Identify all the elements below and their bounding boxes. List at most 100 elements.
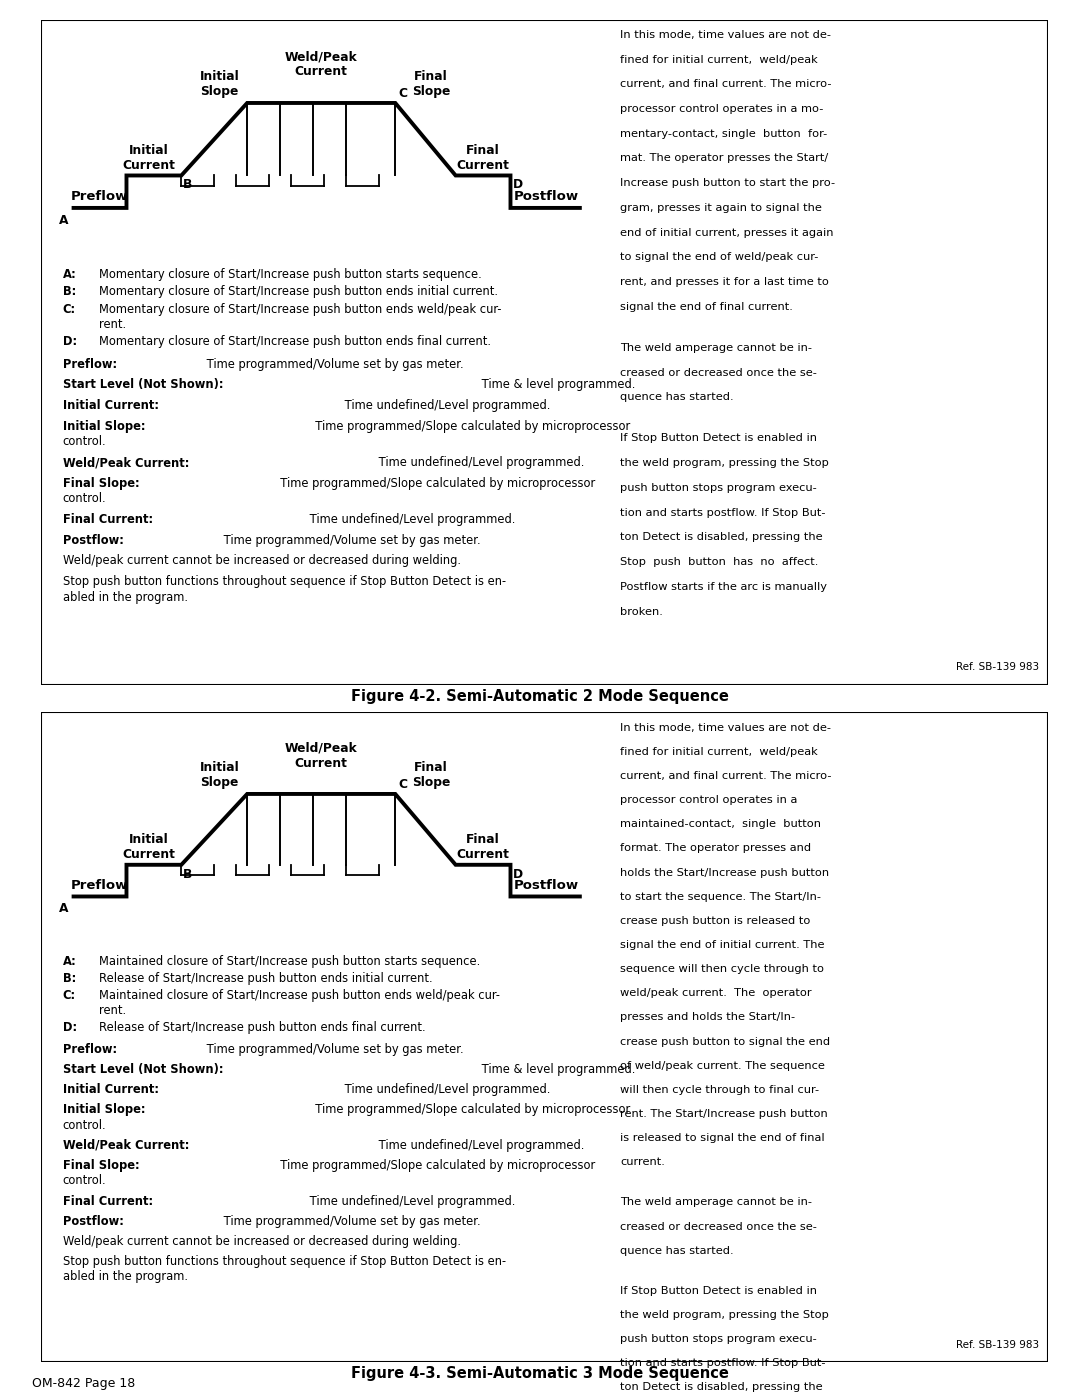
Text: Time undefined/Level programmed.: Time undefined/Level programmed. — [307, 1194, 515, 1207]
Text: C: C — [399, 778, 407, 791]
Text: D:: D: — [63, 1021, 77, 1034]
Text: Weld/Peak Current:: Weld/Peak Current: — [63, 455, 189, 469]
Text: In this mode, time values are not de-: In this mode, time values are not de- — [620, 29, 832, 39]
Text: B: B — [183, 179, 192, 191]
Text: If Stop Button Detect is enabled in: If Stop Button Detect is enabled in — [620, 1285, 818, 1296]
Text: D: D — [513, 179, 524, 191]
Text: control.: control. — [63, 1119, 106, 1132]
Text: Time programmed/Slope calculated by microprocessor: Time programmed/Slope calculated by micr… — [308, 419, 630, 433]
Text: Final
Current: Final Current — [457, 144, 510, 172]
Text: signal the end of initial current. The: signal the end of initial current. The — [620, 940, 825, 950]
Text: presses and holds the Start/In-: presses and holds the Start/In- — [620, 1013, 795, 1023]
Text: quence has started.: quence has started. — [620, 393, 733, 402]
Text: Final Slope:: Final Slope: — [63, 1160, 139, 1172]
Text: Time undefined/Level programmed.: Time undefined/Level programmed. — [340, 400, 550, 412]
Text: Initial
Slope: Initial Slope — [200, 70, 240, 98]
Text: Initial Slope:: Initial Slope: — [63, 419, 145, 433]
Text: to start the sequence. The Start/In-: to start the sequence. The Start/In- — [620, 891, 821, 901]
Text: Time undefined/Level programmed.: Time undefined/Level programmed. — [307, 513, 515, 527]
Text: OM-842 Page 18: OM-842 Page 18 — [32, 1377, 136, 1390]
Text: to signal the end of weld/peak cur-: to signal the end of weld/peak cur- — [620, 253, 819, 263]
Text: Momentary closure of Start/Increase push button ends final current.: Momentary closure of Start/Increase push… — [99, 335, 491, 348]
Text: Maintained closure of Start/Increase push button ends weld/peak cur-: Maintained closure of Start/Increase pus… — [99, 989, 500, 1002]
Text: ton Detect is disabled, pressing the: ton Detect is disabled, pressing the — [620, 532, 823, 542]
Text: signal the end of final current.: signal the end of final current. — [620, 302, 793, 312]
Text: Maintained closure of Start/Increase push button starts sequence.: Maintained closure of Start/Increase pus… — [99, 956, 481, 968]
Text: Final Slope:: Final Slope: — [63, 476, 139, 490]
Text: holds the Start/Increase push button: holds the Start/Increase push button — [620, 868, 829, 877]
Text: broken.: broken. — [620, 606, 663, 616]
Text: B:: B: — [63, 972, 76, 985]
Text: Time undefined/Level programmed.: Time undefined/Level programmed. — [375, 1139, 584, 1153]
Text: Preflow: Preflow — [70, 879, 127, 891]
Text: abled in the program.: abled in the program. — [63, 591, 188, 604]
Text: control.: control. — [63, 1175, 106, 1187]
Text: Weld/Peak
Current: Weld/Peak Current — [285, 50, 357, 78]
Text: Stop  push  button  has  no  affect.: Stop push button has no affect. — [620, 557, 819, 567]
Text: Final Current:: Final Current: — [63, 513, 152, 527]
Text: Postflow:: Postflow: — [63, 1215, 123, 1228]
Text: rent. The Start/Increase push button: rent. The Start/Increase push button — [620, 1109, 828, 1119]
Text: current, and final current. The micro-: current, and final current. The micro- — [620, 771, 832, 781]
Text: Postflow: Postflow — [514, 879, 579, 891]
Text: rent.: rent. — [99, 1004, 126, 1017]
Text: Time programmed/Volume set by gas meter.: Time programmed/Volume set by gas meter. — [203, 1042, 463, 1056]
Text: Initial Current:: Initial Current: — [63, 1083, 159, 1097]
Text: Ref. SB-139 983: Ref. SB-139 983 — [956, 662, 1039, 672]
Text: A: A — [59, 214, 69, 226]
Text: sequence will then cycle through to: sequence will then cycle through to — [620, 964, 824, 974]
Text: Time & level programmed.: Time & level programmed. — [478, 379, 636, 391]
Text: Start Level (Not Shown):: Start Level (Not Shown): — [63, 1063, 224, 1076]
Text: Time programmed/Slope calculated by microprocessor: Time programmed/Slope calculated by micr… — [273, 1160, 596, 1172]
Text: crease push button to signal the end: crease push button to signal the end — [620, 1037, 831, 1046]
Text: Initial
Current: Initial Current — [122, 833, 175, 861]
Text: Final
Current: Final Current — [457, 833, 510, 861]
Text: ton Detect is disabled, pressing the: ton Detect is disabled, pressing the — [620, 1383, 823, 1393]
Text: Release of Start/Increase push button ends initial current.: Release of Start/Increase push button en… — [99, 972, 433, 985]
Text: tion and starts postflow. If Stop But-: tion and starts postflow. If Stop But- — [620, 507, 826, 518]
Text: fined for initial current,  weld/peak: fined for initial current, weld/peak — [620, 54, 818, 64]
Text: Stop push button functions throughout sequence if Stop Button Detect is en-: Stop push button functions throughout se… — [63, 1255, 505, 1268]
Text: quence has started.: quence has started. — [620, 1246, 733, 1256]
Text: control.: control. — [63, 493, 106, 506]
Text: Final
Slope: Final Slope — [411, 70, 450, 98]
Text: In this mode, time values are not de-: In this mode, time values are not de- — [620, 722, 832, 732]
Text: Increase push button to start the pro-: Increase push button to start the pro- — [620, 179, 835, 189]
Text: push button stops program execu-: push button stops program execu- — [620, 483, 816, 493]
Text: Weld/Peak
Current: Weld/Peak Current — [285, 742, 357, 770]
Text: creased or decreased once the se-: creased or decreased once the se- — [620, 367, 818, 377]
Text: Initial
Current: Initial Current — [122, 144, 175, 172]
Text: C:: C: — [63, 303, 76, 316]
Text: Figure 4-3. Semi-Automatic 3 Mode Sequence: Figure 4-3. Semi-Automatic 3 Mode Sequen… — [351, 1366, 729, 1382]
Text: Weld/peak current cannot be increased or decreased during welding.: Weld/peak current cannot be increased or… — [63, 1235, 461, 1248]
Text: format. The operator presses and: format. The operator presses and — [620, 844, 811, 854]
Text: mat. The operator presses the Start/: mat. The operator presses the Start/ — [620, 154, 828, 163]
Text: the weld program, pressing the Stop: the weld program, pressing the Stop — [620, 458, 829, 468]
Text: Final
Slope: Final Slope — [411, 761, 450, 789]
Text: Time programmed/Slope calculated by microprocessor: Time programmed/Slope calculated by micr… — [273, 476, 596, 490]
Text: If Stop Button Detect is enabled in: If Stop Button Detect is enabled in — [620, 433, 818, 443]
Text: B:: B: — [63, 285, 76, 299]
Text: Time programmed/Slope calculated by microprocessor: Time programmed/Slope calculated by micr… — [308, 1104, 630, 1116]
Text: A: A — [59, 902, 69, 915]
Text: current.: current. — [620, 1157, 665, 1168]
Text: B: B — [183, 868, 192, 880]
Text: tion and starts postflow. If Stop But-: tion and starts postflow. If Stop But- — [620, 1358, 826, 1368]
Text: Time programmed/Volume set by gas meter.: Time programmed/Volume set by gas meter. — [203, 358, 463, 370]
Text: Preflow:: Preflow: — [63, 358, 117, 370]
Text: Time undefined/Level programmed.: Time undefined/Level programmed. — [375, 455, 584, 469]
Text: Weld/Peak Current:: Weld/Peak Current: — [63, 1139, 189, 1153]
Text: Postflow:: Postflow: — [63, 534, 123, 546]
Text: creased or decreased once the se-: creased or decreased once the se- — [620, 1221, 818, 1232]
Text: Final Current:: Final Current: — [63, 1194, 152, 1207]
Text: C: C — [399, 87, 407, 101]
Text: gram, presses it again to signal the: gram, presses it again to signal the — [620, 203, 822, 212]
Text: the weld program, pressing the Stop: the weld program, pressing the Stop — [620, 1310, 829, 1320]
Text: Initial Current:: Initial Current: — [63, 400, 159, 412]
Text: crease push button is released to: crease push button is released to — [620, 916, 811, 926]
Text: Time programmed/Volume set by gas meter.: Time programmed/Volume set by gas meter. — [220, 1215, 481, 1228]
Text: weld/peak current.  The  operator: weld/peak current. The operator — [620, 988, 812, 999]
Text: Release of Start/Increase push button ends final current.: Release of Start/Increase push button en… — [99, 1021, 426, 1034]
Text: push button stops program execu-: push button stops program execu- — [620, 1334, 816, 1344]
Text: abled in the program.: abled in the program. — [63, 1270, 188, 1284]
